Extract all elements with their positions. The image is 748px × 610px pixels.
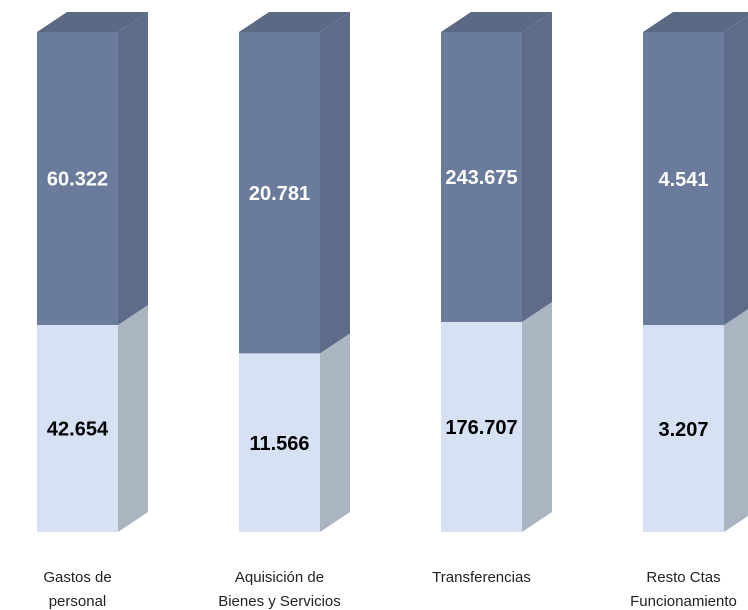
bar-side: [724, 309, 748, 532]
value-label: 176.707: [445, 417, 517, 439]
value-label: 42.654: [47, 419, 109, 441]
bar-segment: [37, 32, 118, 325]
bar-side: [320, 333, 350, 532]
bar-top: [441, 12, 552, 32]
bar-side: [320, 12, 350, 354]
bar-side: [118, 12, 148, 325]
bar-segment: [643, 325, 724, 532]
bar-segment: [239, 32, 320, 354]
bar-segment: [643, 32, 724, 326]
bar-side: [724, 16, 748, 326]
bar-top: [37, 12, 148, 32]
value-label: 3.207: [658, 419, 708, 441]
bar-segment: [441, 32, 522, 322]
x-tick-label: Resto Ctas: [646, 569, 720, 586]
bar-side: [118, 304, 148, 532]
bar-top: [643, 12, 748, 32]
x-tick-label: personal: [49, 593, 107, 610]
bar-segment: [239, 353, 320, 532]
value-label: 11.566: [249, 433, 309, 455]
value-label: 4.541: [658, 169, 708, 191]
bar-side: [522, 12, 552, 322]
bar-segment: [37, 324, 118, 532]
x-tick-label: Transferencias: [432, 569, 531, 586]
bar-segment: [441, 321, 522, 532]
x-tick-label: Bienes y Servicios: [218, 593, 341, 610]
bar-side: [522, 301, 552, 532]
x-tick-label: Gastos de: [43, 569, 111, 586]
value-label: 243.675: [445, 167, 517, 189]
bar-top: [239, 12, 350, 32]
value-label: 60.322: [47, 169, 108, 191]
x-tick-label: Funcionamiento: [630, 593, 737, 610]
value-label: 20.781: [249, 183, 310, 205]
x-tick-label: Aquisición de: [235, 569, 324, 586]
